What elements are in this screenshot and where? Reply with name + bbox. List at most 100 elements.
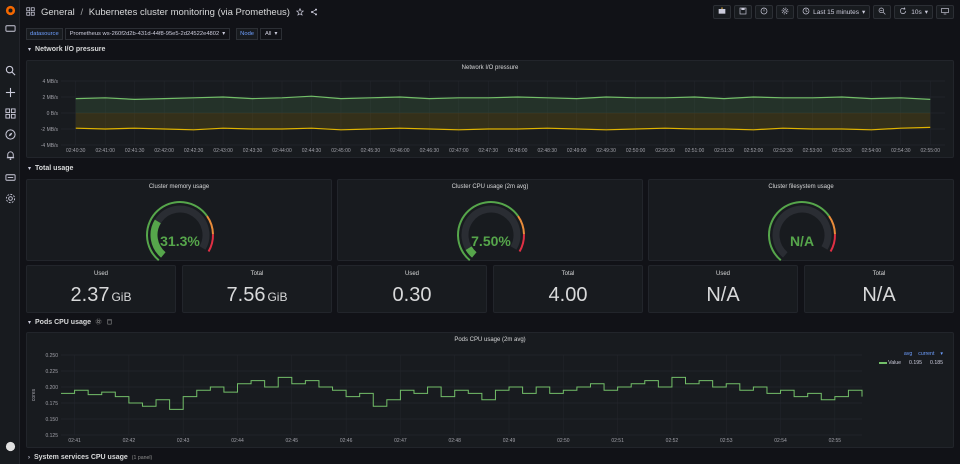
dashboard-title[interactable]: Kubernetes cluster monitoring (via Prome… xyxy=(88,6,290,18)
stat-label: Total xyxy=(250,271,264,277)
side-nav xyxy=(0,0,20,464)
breadcrumb-folder[interactable]: General xyxy=(41,6,75,18)
panel-title: Cluster filesystem usage xyxy=(768,184,834,190)
x-tick-label: 02:51 xyxy=(611,438,624,444)
stat-panel[interactable]: Total N/A xyxy=(804,265,954,313)
datasource-variable-select[interactable]: Prometheus ws-260f2d2b-431d-44f8-95e5-2d… xyxy=(64,28,231,40)
stat-value-wrap: N/A xyxy=(805,284,953,307)
chevron-down-icon: ▾ xyxy=(274,31,278,37)
x-tick-label: 02:53:00 xyxy=(803,148,823,154)
network-io-panel[interactable]: Network I/O pressure 4 MB/s 2 MB/s 0 B/s -2… xyxy=(26,60,954,158)
gauge-threshold-band xyxy=(517,215,525,235)
chevron-right-icon: › xyxy=(28,454,30,461)
panel-title: Network I/O pressure xyxy=(461,65,519,71)
gauge-threshold-band xyxy=(146,201,208,262)
stat-unit: GiB xyxy=(267,290,288,304)
row-network-io[interactable]: ▾ Network I/O pressure xyxy=(28,46,105,53)
stat-value-wrap: 0.30 xyxy=(338,284,486,307)
stat-panel[interactable]: Total 7.56 GiB xyxy=(182,265,332,313)
cycle-view-button[interactable] xyxy=(776,5,795,19)
save-dashboard-button[interactable] xyxy=(734,5,753,19)
plus-icon[interactable] xyxy=(4,86,16,98)
pods-cpu-panel[interactable]: Pods CPU usage (2m avg) 0.250 0.225 0.200 0… xyxy=(26,332,954,448)
x-tick-label: 02:46:30 xyxy=(420,148,440,154)
gauge-chart: N/A xyxy=(768,201,836,262)
explore-compass-icon[interactable] xyxy=(4,128,16,140)
stat-label: Used xyxy=(715,271,730,277)
gauge-fill xyxy=(150,219,166,258)
gauge-value: N/A xyxy=(790,233,814,249)
x-tick-label: 02:50:00 xyxy=(626,148,646,154)
row-settings-gear-icon[interactable] xyxy=(95,318,102,327)
legend-avg-value: 0.195 xyxy=(909,360,923,366)
x-tick-label: 02:48:00 xyxy=(508,148,528,154)
gauge-threshold-band xyxy=(207,234,214,252)
x-tick-label: 02:51:30 xyxy=(714,148,734,154)
legend-series-row[interactable]: Value 0.195 0.185 xyxy=(878,360,943,366)
x-tick-label: 02:43:30 xyxy=(243,148,263,154)
add-panel-button[interactable] xyxy=(713,5,732,19)
gauge-panel[interactable]: Cluster filesystem usage N/A xyxy=(648,179,954,262)
stat-label: Total xyxy=(872,271,886,277)
toolbar: Last 15 minutes ▾ 10s ▾ xyxy=(713,5,954,19)
row-delete-trash-icon[interactable] xyxy=(106,318,113,327)
star-icon[interactable] xyxy=(295,3,305,21)
stat-value: 7.56 xyxy=(226,284,266,306)
stat-value: 4.00 xyxy=(548,284,588,306)
node-variable-label: Node xyxy=(236,28,259,40)
legend-current-value: 0.185 xyxy=(930,360,943,366)
stat-value-wrap: 7.56 GiB xyxy=(183,284,331,307)
row-system-services[interactable]: › System services CPU usage (1 panel) xyxy=(28,454,152,461)
settings-icon xyxy=(760,7,768,17)
dashboards-grid-icon xyxy=(26,3,35,21)
legend-col-current[interactable]: current xyxy=(918,351,935,357)
gauge-chart: 7.50% xyxy=(457,201,525,262)
row-title-pods: Pods CPU usage xyxy=(35,319,92,326)
dashboards-icon[interactable] xyxy=(4,107,16,119)
legend-col-avg[interactable]: avg xyxy=(903,351,913,357)
stat-panel[interactable]: Used 2.37 GiB xyxy=(26,265,176,313)
x-tick-label: 02:41:00 xyxy=(95,148,115,154)
x-tick-label: 02:46 xyxy=(340,438,353,444)
row-total-usage[interactable]: ▾ Total usage xyxy=(28,165,73,172)
gauge-track xyxy=(772,205,832,258)
alerting-bell-icon[interactable] xyxy=(4,149,16,161)
gauge-threshold-band xyxy=(828,215,836,235)
tv-mode-button[interactable] xyxy=(936,5,954,19)
aws-datasource-icon[interactable] xyxy=(4,171,16,183)
stat-value-wrap: 4.00 xyxy=(494,284,642,307)
transmitted-area xyxy=(75,113,931,130)
x-tick-label: 02:44:00 xyxy=(272,148,292,154)
gauge-panel[interactable]: Cluster memory usage 31.3% xyxy=(26,179,332,262)
x-tick-label: 02:54:00 xyxy=(862,148,882,154)
stat-panel[interactable]: Total 4.00 xyxy=(493,265,643,313)
stat-panel[interactable]: Used 0.30 xyxy=(337,265,487,313)
node-variable-select[interactable]: All ▾ xyxy=(260,28,283,40)
x-tick-label: 02:43:00 xyxy=(213,148,233,154)
row-pods-cpu[interactable]: ▾ Pods CPU usage xyxy=(28,318,113,327)
x-tick-label: 02:52:00 xyxy=(744,148,764,154)
search-icon[interactable] xyxy=(4,64,16,76)
chevron-down-icon: ▾ xyxy=(28,166,32,172)
share-icon[interactable] xyxy=(310,3,318,21)
zoom-out-button[interactable] xyxy=(873,5,892,19)
gauge-panel[interactable]: Cluster CPU usage (2m avg) 7.50% xyxy=(337,179,643,262)
user-avatar[interactable] xyxy=(4,440,16,452)
network-io-chart: 4 MB/s 2 MB/s 0 B/s -2 MB/s -4 MB/s 02:40:30 0… xyxy=(41,79,945,154)
row-panel-count: (1 panel) xyxy=(131,454,153,461)
x-tick-label: 02:50 xyxy=(557,438,570,444)
x-tick-label: 02:46:00 xyxy=(390,148,410,154)
grafana-logo-icon[interactable] xyxy=(4,4,16,16)
settings-gear-icon[interactable] xyxy=(4,192,16,204)
y-tick-label: 0.200 xyxy=(45,385,58,391)
x-tick-label: 02:54 xyxy=(774,438,787,444)
stat-panel[interactable]: Used N/A xyxy=(648,265,798,313)
refresh-button[interactable]: 10s ▾ xyxy=(894,5,933,19)
x-tick-label: 02:49 xyxy=(503,438,516,444)
y-axis-label: cores xyxy=(31,388,37,401)
dashboard-settings-button[interactable] xyxy=(755,5,774,19)
gauge-fill xyxy=(465,246,477,258)
gauge-threshold-band xyxy=(206,215,214,235)
time-range-label: Last 15 minutes xyxy=(813,8,859,16)
time-picker-button[interactable]: Last 15 minutes ▾ xyxy=(797,5,871,19)
